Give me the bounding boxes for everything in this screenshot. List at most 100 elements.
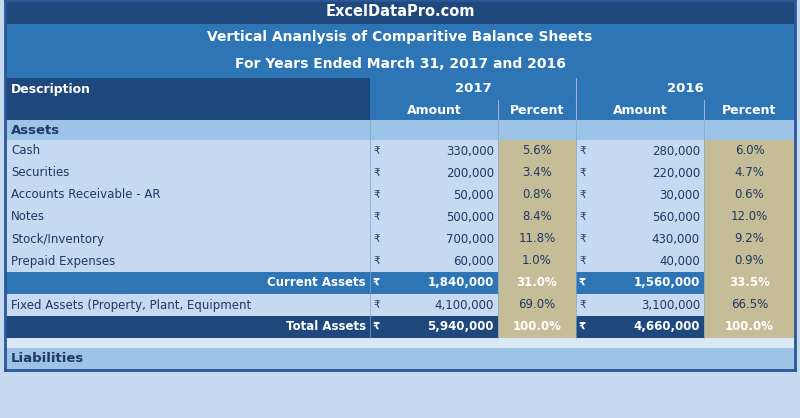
Bar	[5, 206, 370, 228]
Bar	[370, 78, 576, 100]
Text: 33.5%: 33.5%	[729, 276, 770, 290]
Bar	[498, 206, 576, 228]
Text: 1,560,000: 1,560,000	[634, 276, 700, 290]
Bar	[576, 228, 704, 250]
Text: 0.6%: 0.6%	[734, 189, 764, 201]
Bar	[370, 316, 498, 338]
Bar	[704, 294, 795, 316]
Text: Amount: Amount	[406, 104, 462, 117]
Bar	[370, 206, 498, 228]
Bar	[5, 228, 370, 250]
Text: Notes: Notes	[11, 211, 45, 224]
Text: 4,660,000: 4,660,000	[634, 321, 700, 334]
Text: ₹: ₹	[579, 190, 586, 200]
Text: 11.8%: 11.8%	[518, 232, 556, 245]
Bar	[498, 162, 576, 184]
Text: ₹: ₹	[373, 190, 380, 200]
Bar	[5, 162, 370, 184]
Bar	[498, 184, 576, 206]
Text: Cash: Cash	[11, 145, 40, 158]
Text: ₹: ₹	[579, 168, 586, 178]
Text: 100.0%: 100.0%	[725, 321, 774, 334]
Text: 5,940,000: 5,940,000	[427, 321, 494, 334]
Text: Assets: Assets	[11, 123, 60, 137]
Text: 200,000: 200,000	[446, 166, 494, 179]
Bar	[5, 140, 370, 162]
Text: ₹: ₹	[373, 256, 380, 266]
Text: 1,840,000: 1,840,000	[428, 276, 494, 290]
Text: Description: Description	[11, 82, 91, 95]
Bar	[498, 250, 576, 272]
Text: 2016: 2016	[667, 82, 704, 95]
Bar	[498, 272, 576, 294]
Bar	[576, 78, 795, 100]
Text: 8.4%: 8.4%	[522, 211, 552, 224]
Bar	[498, 228, 576, 250]
Text: ₹: ₹	[373, 234, 380, 244]
Bar	[704, 316, 795, 338]
Text: 560,000: 560,000	[652, 211, 700, 224]
Text: 31.0%: 31.0%	[517, 276, 558, 290]
Text: Prepaid Expenses: Prepaid Expenses	[11, 255, 115, 268]
Bar	[576, 140, 704, 162]
Bar	[5, 272, 370, 294]
Text: Stock/Inventory: Stock/Inventory	[11, 232, 104, 245]
Bar	[576, 206, 704, 228]
Text: Fixed Assets (Property, Plant, Equipment: Fixed Assets (Property, Plant, Equipment	[11, 298, 251, 311]
Text: 700,000: 700,000	[446, 232, 494, 245]
Bar	[370, 228, 498, 250]
Text: Percent: Percent	[722, 104, 777, 117]
Text: 40,000: 40,000	[659, 255, 700, 268]
Text: 5.6%: 5.6%	[522, 145, 552, 158]
Text: 4,100,000: 4,100,000	[434, 298, 494, 311]
Text: ₹: ₹	[579, 322, 586, 332]
Text: Securities: Securities	[11, 166, 70, 179]
Text: ₹: ₹	[579, 256, 586, 266]
Text: 1.0%: 1.0%	[522, 255, 552, 268]
Bar	[370, 184, 498, 206]
Text: 12.0%: 12.0%	[731, 211, 768, 224]
Text: ₹: ₹	[373, 322, 380, 332]
Bar	[498, 316, 576, 338]
Bar	[370, 272, 498, 294]
Bar	[5, 120, 795, 140]
Text: ExcelDataPro.com: ExcelDataPro.com	[326, 5, 474, 20]
Text: Liabilities: Liabilities	[11, 352, 84, 365]
Text: 3,100,000: 3,100,000	[641, 298, 700, 311]
Text: 0.9%: 0.9%	[734, 255, 764, 268]
Bar	[5, 78, 370, 100]
Text: ₹: ₹	[579, 212, 586, 222]
Bar	[5, 100, 370, 120]
Text: ₹: ₹	[579, 146, 586, 156]
Text: 69.0%: 69.0%	[518, 298, 556, 311]
Bar	[498, 140, 576, 162]
Bar	[498, 100, 576, 120]
Bar	[576, 162, 704, 184]
Text: 9.2%: 9.2%	[734, 232, 765, 245]
Text: ₹: ₹	[373, 146, 380, 156]
Text: Total Assets: Total Assets	[286, 321, 366, 334]
Bar	[704, 140, 795, 162]
Bar	[576, 316, 704, 338]
Bar	[5, 51, 795, 78]
Text: 430,000: 430,000	[652, 232, 700, 245]
Text: 50,000: 50,000	[454, 189, 494, 201]
Text: Vertical Ananlysis of Comparitive Balance Sheets: Vertical Ananlysis of Comparitive Balanc…	[207, 31, 593, 44]
Bar	[576, 184, 704, 206]
Text: For Years Ended March 31, 2017 and 2016: For Years Ended March 31, 2017 and 2016	[234, 58, 566, 71]
Bar	[704, 206, 795, 228]
Text: Accounts Receivable - AR: Accounts Receivable - AR	[11, 189, 161, 201]
Bar	[5, 184, 370, 206]
Text: ₹: ₹	[373, 168, 380, 178]
Bar	[498, 294, 576, 316]
Text: 2017: 2017	[454, 82, 491, 95]
Bar	[576, 294, 704, 316]
Bar	[370, 250, 498, 272]
Text: ₹: ₹	[579, 278, 586, 288]
Bar	[370, 162, 498, 184]
Bar	[704, 184, 795, 206]
Bar	[5, 338, 795, 348]
Bar	[704, 228, 795, 250]
Text: ₹: ₹	[373, 300, 380, 310]
Bar	[370, 294, 498, 316]
